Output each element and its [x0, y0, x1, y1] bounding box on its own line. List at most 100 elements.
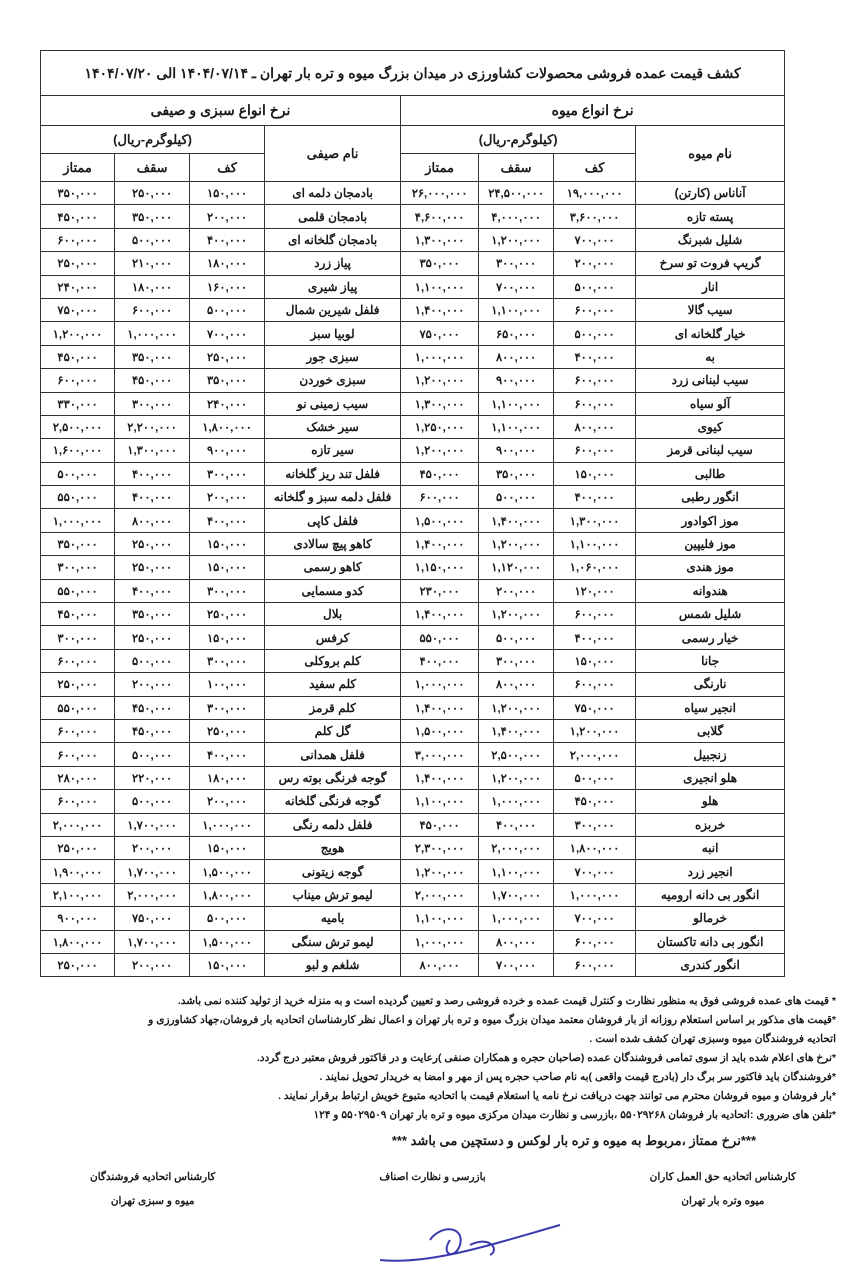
veg-name-cell: گوجه فرنگی بوته رس	[264, 765, 402, 791]
fruit-name-cell: شلیل شبرنگ	[635, 227, 786, 253]
fruit-saqf-cell: ۳۵۰,۰۰۰	[478, 461, 555, 487]
veg-saqf-cell: ۴۰۰,۰۰۰	[114, 485, 191, 510]
fruit-kaf-cell: ۶۰۰,۰۰۰	[553, 952, 637, 978]
fruit-saqf-cell: ۲۴,۵۰۰,۰۰۰	[478, 180, 555, 206]
table-row: سیب لبنانی قرمز ۶۰۰,۰۰۰ ۹۰۰,۰۰۰ ۱,۲۰۰,۰۰۰ سی…	[39, 438, 786, 463]
veg-saqf-cell: ۴۵۰,۰۰۰	[114, 368, 191, 393]
fruit-kaf-cell: ۲۰۰,۰۰۰	[553, 251, 637, 276]
fruit-name-cell: انگور بی دانه تاکستان	[635, 929, 786, 954]
fruit-saqf-cell: ۱,۱۰۰,۰۰۰	[478, 859, 555, 884]
veg-momtaz-cell: ۶۰۰,۰۰۰	[39, 789, 116, 814]
veg-kaf-cell: ۱۵۰,۰۰۰	[189, 555, 266, 580]
veg-kaf-cell: ۱,۸۰۰,۰۰۰	[189, 882, 266, 908]
veg-saqf-cell: ۲۲۰,۰۰۰	[114, 765, 191, 791]
veg-kaf-cell: ۳۰۰,۰۰۰	[189, 695, 266, 720]
fruit-momtaz-cell: ۲,۳۰۰,۰۰۰	[400, 835, 480, 861]
fruit-kaf-cell: ۱۵۰,۰۰۰	[553, 648, 637, 674]
veg-name-cell: سبزی جور	[264, 344, 402, 370]
veg-kaf-cell: ۱۵۰,۰۰۰	[189, 835, 266, 861]
note: *فروشندگان باید فاکتور سر برگ دار (بادرج…	[319, 1071, 836, 1083]
fruit-momtaz-cell: ۴۰۰,۰۰۰	[400, 648, 480, 674]
fruit-momtaz-cell: ۱,۴۰۰,۰۰۰	[400, 602, 480, 627]
fruit-name-cell: خربزه	[635, 812, 786, 837]
fruit-momtaz-cell: ۱,۴۰۰,۰۰۰	[400, 297, 480, 323]
veg-saqf-cell: ۲۵۰,۰۰۰	[114, 531, 191, 557]
fruit-saqf-cell: ۸۰۰,۰۰۰	[478, 672, 555, 697]
fruit-kaf-cell: ۱۲۰,۰۰۰	[553, 578, 637, 604]
veg-saqf-cell: ۵۰۰,۰۰۰	[114, 227, 191, 253]
fruit-kaf-cell: ۸۰۰,۰۰۰	[553, 414, 637, 440]
fruit-name-cell: کیوی	[635, 414, 786, 440]
veg-name-cell: کلم بروکلی	[264, 648, 402, 674]
veg-saqf-cell: ۵۰۰,۰۰۰	[114, 742, 191, 767]
fruit-saqf-cell: ۴,۰۰۰,۰۰۰	[478, 204, 555, 229]
fruit-saqf-cell: ۳۰۰,۰۰۰	[478, 251, 555, 276]
table-row: جانا ۱۵۰,۰۰۰ ۳۰۰,۰۰۰ ۴۰۰,۰۰۰ کلم بروکلی ۳۰۰,۰…	[39, 648, 786, 674]
veg-name-cell: سیر خشک	[264, 414, 402, 440]
fruit-name-cell: به	[635, 344, 786, 370]
fruit-name-cell: نارنگی	[635, 672, 786, 697]
fruit-saqf-cell: ۱,۴۰۰,۰۰۰	[478, 718, 555, 744]
fruit-momtaz-cell: ۱,۱۵۰,۰۰۰	[400, 555, 480, 580]
veg-saqf-cell: ۳۵۰,۰۰۰	[114, 344, 191, 370]
veg-momtaz-cell: ۱,۸۰۰,۰۰۰	[39, 929, 116, 954]
fruit-saqf-cell: ۱,۱۰۰,۰۰۰	[478, 414, 555, 440]
veg-name-cell: لیمو ترش سنگی	[264, 929, 402, 954]
table-row: گلابی ۱,۲۰۰,۰۰۰ ۱,۴۰۰,۰۰۰ ۱,۵۰۰,۰۰۰ گل کلم ۲۵…	[39, 718, 786, 744]
fruit-momtaz-cell: ۱,۵۰۰,۰۰۰	[400, 508, 480, 533]
veg-momtaz-cell: ۲,۵۰۰,۰۰۰	[39, 414, 116, 440]
veg-momtaz-cell: ۵۵۰,۰۰۰	[39, 578, 116, 604]
fruit-group-header: نرخ انواع میوه	[400, 95, 786, 126]
veg-saqf-cell: ۲۵۰,۰۰۰	[114, 180, 191, 206]
fruit-momtaz-cell: ۱,۴۰۰,۰۰۰	[400, 695, 480, 720]
fruit-momtaz-cell: ۳,۰۰۰,۰۰۰	[400, 742, 480, 767]
veg-momtaz-cell: ۳۰۰,۰۰۰	[39, 625, 116, 650]
table-row: هلو ۴۵۰,۰۰۰ ۱,۰۰۰,۰۰۰ ۱,۱۰۰,۰۰۰ گوجه فرنگی گ…	[39, 789, 786, 814]
veg-kaf-cell: ۲۵۰,۰۰۰	[189, 602, 266, 627]
veg-name-cell: هویج	[264, 835, 402, 861]
fruit-name-cell: انجیر زرد	[635, 859, 786, 884]
table-row: گریپ فروت تو سرخ ۲۰۰,۰۰۰ ۳۰۰,۰۰۰ ۳۵۰,۰۰۰ پیا…	[39, 251, 786, 276]
veg-kaf-cell: ۹۰۰,۰۰۰	[189, 438, 266, 463]
fruit-saqf-cell: ۱,۰۰۰,۰۰۰	[478, 906, 555, 931]
fruit-kaf-cell: ۶۰۰,۰۰۰	[553, 391, 637, 416]
fruit-saqf-cell: ۱,۲۰۰,۰۰۰	[478, 531, 555, 557]
page-title: کشف قیمت عمده فروشی محصولات کشاورزی در م…	[39, 50, 786, 96]
veg-kaf-header: کف	[189, 153, 266, 182]
veg-saqf-header: سقف	[114, 153, 191, 182]
fruit-kaf-cell: ۱۵۰,۰۰۰	[553, 461, 637, 487]
fruit-saqf-cell: ۱,۲۰۰,۰۰۰	[478, 602, 555, 627]
table-row: سیب گالا ۶۰۰,۰۰۰ ۱,۱۰۰,۰۰۰ ۱,۴۰۰,۰۰۰ فلفل شی…	[39, 297, 786, 323]
fruit-name-cell: انگور رطبی	[635, 485, 786, 510]
veg-name-cell: فلفل شیرین شمال	[264, 297, 402, 323]
fruit-momtaz-cell: ۲,۰۰۰,۰۰۰	[400, 882, 480, 908]
fruit-kaf-cell: ۱,۲۰۰,۰۰۰	[553, 718, 637, 744]
fruit-name-cell: انجیر سیاه	[635, 695, 786, 720]
veg-kaf-cell: ۱۵۰,۰۰۰	[189, 625, 266, 650]
signature-middle: بازرسی و نظارت اصناف	[379, 1171, 486, 1183]
veg-momtaz-cell: ۲,۰۰۰,۰۰۰	[39, 812, 116, 837]
fruit-saqf-cell: ۱,۱۲۰,۰۰۰	[478, 555, 555, 580]
table-row: هندوانه ۱۲۰,۰۰۰ ۲۰۰,۰۰۰ ۲۳۰,۰۰۰ کدو مسمایی ۳۰…	[39, 578, 786, 604]
veg-kaf-cell: ۳۵۰,۰۰۰	[189, 368, 266, 393]
table-row: شلیل شبرنگ ۷۰۰,۰۰۰ ۱,۲۰۰,۰۰۰ ۱,۳۰۰,۰۰۰ بادمج…	[39, 227, 786, 253]
fruit-kaf-cell: ۷۵۰,۰۰۰	[553, 695, 637, 720]
fruit-name-cell: گریپ فروت تو سرخ	[635, 251, 786, 276]
veg-name-cell: پیاز شیری	[264, 274, 402, 299]
table-row: انجیر زرد ۷۰۰,۰۰۰ ۱,۱۰۰,۰۰۰ ۱,۲۰۰,۰۰۰ گوجه ز…	[39, 859, 786, 884]
veg-name-cell: گوجه زیتونی	[264, 859, 402, 884]
fruit-kaf-cell: ۷۰۰,۰۰۰	[553, 227, 637, 253]
veg-kaf-cell: ۱,۵۰۰,۰۰۰	[189, 859, 266, 884]
fruit-momtaz-cell: ۱,۲۵۰,۰۰۰	[400, 414, 480, 440]
table-row: خربزه ۳۰۰,۰۰۰ ۴۰۰,۰۰۰ ۴۵۰,۰۰۰ فلفل دلمه رنگی…	[39, 812, 786, 837]
fruit-momtaz-cell: ۸۰۰,۰۰۰	[400, 952, 480, 978]
note: *بار فروشان و میوه فروشان محترم می توانن…	[278, 1090, 836, 1102]
veg-momtaz-cell: ۴۵۰,۰۰۰	[39, 344, 116, 370]
veg-kaf-cell: ۱۸۰,۰۰۰	[189, 251, 266, 276]
veg-momtaz-cell: ۷۵۰,۰۰۰	[39, 297, 116, 323]
note: *تلفن های ضروری :اتحادیه بار فروشان ۵۵۰۲…	[313, 1109, 836, 1121]
table-row: خیار رسمی ۴۰۰,۰۰۰ ۵۰۰,۰۰۰ ۵۵۰,۰۰۰ کرفس ۱۵۰,۰۰…	[39, 625, 786, 650]
veg-momtaz-cell: ۱,۶۰۰,۰۰۰	[39, 438, 116, 463]
fruit-kaf-cell: ۳,۶۰۰,۰۰۰	[553, 204, 637, 229]
veg-kaf-cell: ۲۵۰,۰۰۰	[189, 344, 266, 370]
